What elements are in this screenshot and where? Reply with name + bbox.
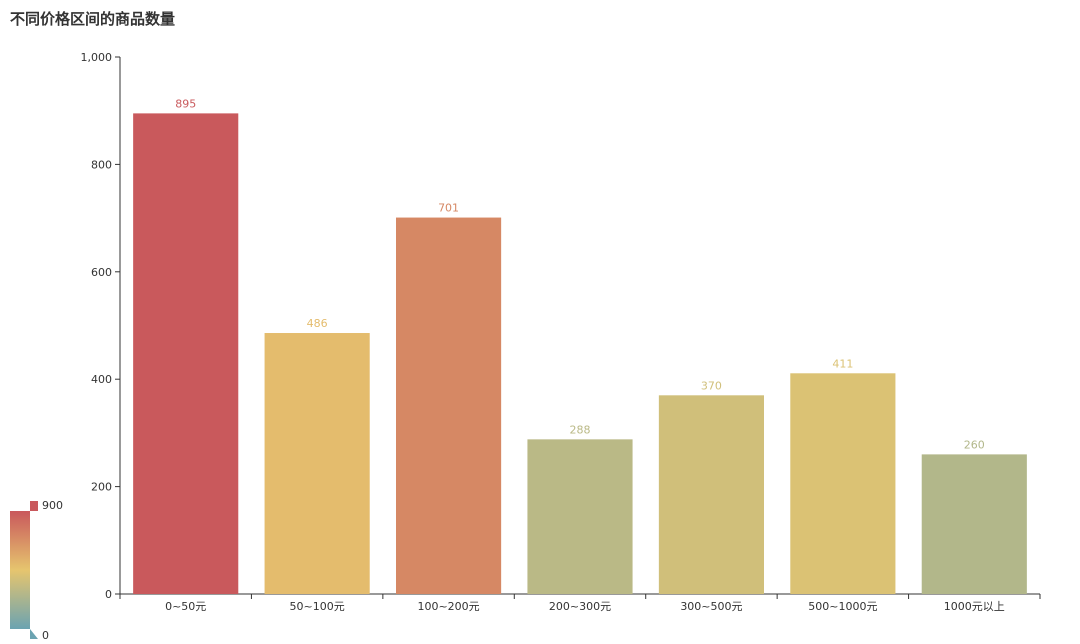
visual-map[interactable]: 900 0 (10, 499, 63, 642)
visual-map-min-handle[interactable] (30, 629, 38, 639)
x-tick-label: 1000元以上 (944, 600, 1005, 613)
bars-group: 895 486 701 288 370 411 260 (133, 97, 1027, 595)
x-tick-label: 200~300元 (549, 600, 611, 613)
x-tick-label: 50~100元 (290, 600, 345, 613)
visual-map-bar (10, 511, 30, 629)
bar-value-label: 288 (570, 423, 591, 436)
bar[interactable] (133, 113, 239, 594)
visual-map-min-label: 0 (42, 629, 49, 642)
bar-value-label: 895 (175, 97, 196, 110)
bar[interactable] (658, 395, 764, 594)
y-axis: 0 200 400 600 800 1,000 (81, 51, 121, 601)
y-tick-label: 0 (105, 588, 112, 601)
bar-value-label: 370 (701, 379, 722, 392)
x-tick-label: 100~200元 (417, 600, 479, 613)
bar[interactable] (396, 217, 502, 595)
visual-map-max-label: 900 (42, 499, 63, 512)
x-axis: 0~50元 50~100元 100~200元 200~300元 300~500元 500~… (119, 593, 1041, 613)
bar[interactable] (790, 373, 896, 594)
bar[interactable] (527, 439, 633, 594)
y-tick-label: 200 (91, 481, 112, 494)
bar-value-label: 486 (307, 317, 328, 330)
visual-map-max-handle[interactable] (30, 501, 38, 511)
bar-value-label: 260 (964, 438, 985, 451)
y-tick-label: 800 (91, 158, 112, 171)
x-tick-label: 500~1000元 (808, 600, 877, 613)
x-tick-label: 300~500元 (680, 600, 742, 613)
chart-title: 不同价格区间的商品数量 (10, 10, 176, 28)
y-tick-label: 1,000 (81, 51, 113, 64)
bar[interactable] (921, 454, 1027, 594)
bar-value-label: 701 (438, 202, 459, 215)
x-tick-label: 0~50元 (165, 600, 206, 613)
y-tick-label: 600 (91, 266, 112, 279)
bar[interactable] (264, 333, 370, 594)
bar-value-label: 411 (832, 357, 853, 370)
y-tick-label: 400 (91, 373, 112, 386)
